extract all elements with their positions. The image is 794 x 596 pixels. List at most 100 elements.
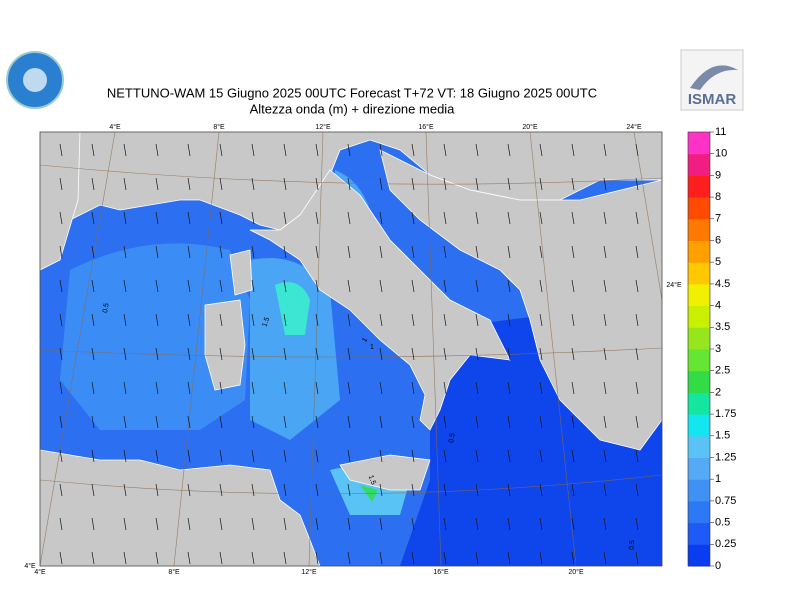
arrow	[507, 449, 511, 463]
arrow	[187, 551, 191, 565]
colorbar-label: 7	[715, 213, 721, 225]
arrow	[187, 517, 191, 531]
arrow	[219, 449, 223, 463]
arrow	[251, 551, 255, 565]
arrow	[251, 279, 255, 293]
colorbar-band	[688, 435, 710, 458]
arrow	[123, 347, 127, 361]
arrow	[603, 211, 607, 225]
arrow	[59, 381, 63, 395]
arrow	[379, 177, 383, 191]
arrow	[635, 381, 639, 395]
arrow	[635, 313, 639, 327]
lon-label-top: 8°E	[213, 123, 225, 131]
arrow	[251, 483, 255, 497]
arrow	[539, 551, 543, 565]
arrow	[379, 143, 383, 157]
arrow	[347, 551, 351, 565]
colorbar-label: 4	[715, 300, 721, 312]
arrow	[571, 449, 575, 463]
arrow	[571, 143, 575, 157]
arrow	[475, 551, 479, 565]
colorbar-label: 1.75	[715, 408, 736, 420]
arrow	[347, 313, 351, 327]
arrow	[123, 211, 127, 225]
logo-left-inner	[23, 68, 47, 92]
colorbar-label: 10	[715, 148, 727, 160]
arrow	[475, 449, 479, 463]
arrow	[507, 211, 511, 225]
arrow	[347, 143, 351, 157]
arrow	[603, 551, 607, 565]
arrow	[283, 245, 287, 259]
arrow	[155, 177, 159, 191]
colorbar-band	[688, 283, 710, 307]
arrow	[155, 245, 159, 259]
arrow	[59, 143, 63, 157]
arrow	[155, 211, 159, 225]
arrow	[507, 313, 511, 327]
contour-label: 0.5	[628, 540, 636, 550]
arrow	[539, 449, 543, 463]
colorbar-label: 0	[715, 560, 721, 572]
arrow	[123, 177, 127, 191]
arrow	[379, 551, 383, 565]
arrow	[283, 313, 287, 327]
colorbar-band	[688, 327, 710, 350]
arrow	[379, 483, 383, 497]
arrow	[507, 347, 511, 361]
arrow	[347, 483, 351, 497]
arrow	[347, 211, 351, 225]
arrow	[91, 211, 95, 225]
arrow	[443, 449, 447, 463]
arrow	[91, 245, 95, 259]
arrow	[251, 177, 255, 191]
colorbar-label: 5	[715, 256, 721, 268]
colorbar-label: 3	[715, 343, 721, 355]
arrow	[123, 483, 127, 497]
arrow	[59, 551, 63, 565]
arrow	[347, 517, 351, 531]
arrow	[443, 279, 447, 293]
land-west	[40, 132, 81, 271]
arrow	[603, 143, 607, 157]
contour-label: 0.5	[448, 433, 457, 444]
arrow	[59, 211, 63, 225]
arrow	[283, 211, 287, 225]
arrow	[283, 415, 287, 429]
arrow	[283, 517, 287, 531]
arrow	[603, 449, 607, 463]
arrow	[411, 415, 415, 429]
arrow	[283, 143, 287, 157]
arrow	[507, 279, 511, 293]
arrow	[539, 415, 543, 429]
arrow	[219, 177, 223, 191]
colorbar-band	[688, 197, 710, 220]
arrow	[251, 347, 255, 361]
arrow	[187, 381, 191, 395]
arrow	[603, 177, 607, 191]
arrow	[219, 245, 223, 259]
arrow	[539, 245, 543, 259]
arrow	[59, 449, 63, 463]
arrow	[539, 279, 543, 293]
colorbar-band	[688, 262, 710, 285]
arrow	[571, 381, 575, 395]
lon-label-top: 12°E	[315, 123, 331, 131]
colorbar-band	[688, 479, 710, 502]
arrow	[475, 347, 479, 361]
arrow	[443, 517, 447, 531]
arrow	[315, 517, 319, 531]
colorbar-label: 6	[715, 234, 721, 246]
arrow	[315, 347, 319, 361]
colorbar-band	[688, 175, 710, 198]
arrow	[539, 483, 543, 497]
lon-label-bottom: 4°E	[34, 568, 46, 576]
arrow	[475, 415, 479, 429]
arrow	[315, 143, 319, 157]
arrow	[155, 143, 159, 157]
logo-text: ISMAR	[688, 91, 737, 108]
arrow	[603, 279, 607, 293]
arrow	[411, 245, 415, 259]
arrow	[507, 143, 511, 157]
